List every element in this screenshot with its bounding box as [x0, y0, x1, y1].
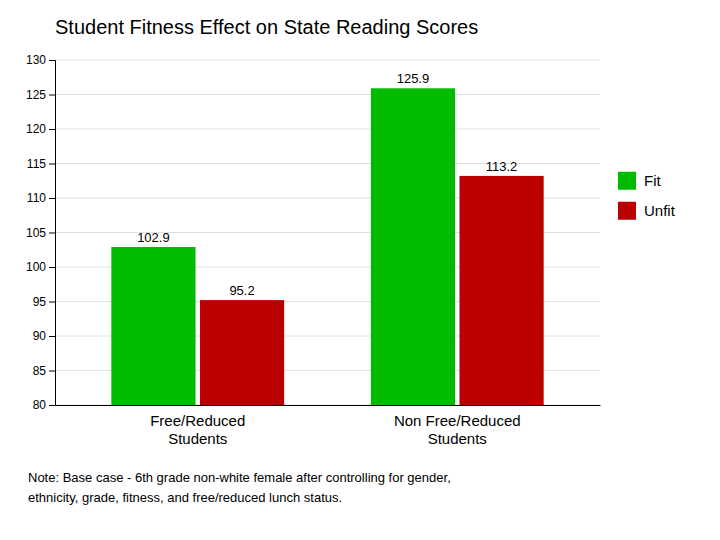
y-tick-label: 85 — [33, 364, 47, 378]
grid-line — [55, 94, 600, 95]
x-tick-label: Free/ReducedStudents — [150, 412, 245, 447]
plot: 80 85 90 95 100 105 110 115 120 125 130 Free/Reduce… — [26, 53, 601, 540]
grid-line — [55, 60, 600, 61]
y-tick-label: 115 — [27, 157, 46, 171]
bar — [200, 300, 284, 405]
y-tick-mark — [49, 95, 55, 96]
bar — [371, 88, 455, 405]
y-tick-mark — [49, 405, 55, 406]
x-axis: Free/ReducedStudents Non Free/ReducedStud… — [56, 406, 601, 447]
data-label: 125.9 — [397, 71, 430, 86]
bars — [111, 88, 543, 405]
y-tick-label: 105 — [26, 226, 46, 240]
y-tick: 90 — [33, 329, 55, 343]
y-tick-mark — [49, 233, 55, 234]
data-label: 102.9 — [137, 230, 170, 245]
legend-item: Unfit — [618, 202, 676, 220]
x-axis-line — [56, 405, 601, 406]
y-tick: 85 — [33, 364, 55, 378]
data-label: 95.2 — [229, 283, 254, 298]
y-tick: 80 — [33, 398, 55, 412]
y-tick-mark — [49, 267, 55, 268]
note-text: ethnicity, grade, fitness, and free/redu… — [28, 490, 342, 505]
y-tick-label: 90 — [33, 329, 47, 343]
y-tick-mark — [49, 302, 55, 303]
y-tick: 100 — [26, 260, 55, 274]
grid-line — [55, 163, 600, 164]
y-tick: 110 — [27, 191, 55, 205]
legend: Fit Unfit — [618, 172, 676, 220]
x-tick-label: Non Free/ReducedStudents — [394, 412, 521, 447]
y-tick-mark — [49, 336, 55, 337]
y-tick: 105 — [26, 226, 55, 240]
y-axis: 80 85 90 95 100 105 110 115 120 125 130 — [26, 53, 56, 412]
bar — [111, 247, 195, 405]
y-tick-mark — [49, 198, 55, 199]
note-text: Note: Base case - 6th grade non-white fe… — [28, 470, 451, 485]
grid-line — [55, 129, 600, 130]
y-tick-label: 100 — [26, 260, 46, 274]
legend-label: Fit — [644, 172, 661, 189]
title: Student Fitness Effect on State Reading … — [55, 16, 478, 38]
data-labels: 102.9 125.9 95.2 113.2 — [137, 71, 517, 298]
y-tick-label: 110 — [27, 191, 46, 205]
bar — [459, 176, 543, 405]
chart: 80 85 90 95 100 105 110 115 120 125 130 Free/Reduce… — [0, 0, 720, 540]
y-tick-label: 130 — [26, 53, 46, 67]
y-tick: 130 — [26, 53, 55, 67]
legend-swatch — [618, 202, 636, 220]
y-tick-mark — [49, 164, 55, 165]
note: Note: Base case - 6th grade non-white fe… — [28, 470, 451, 505]
y-tick: 115 — [27, 157, 55, 171]
legend-item: Fit — [618, 172, 661, 190]
y-tick: 125 — [26, 88, 55, 102]
x-tick: Non Free/ReducedStudents — [394, 412, 521, 447]
y-tick: 120 — [26, 122, 55, 136]
y-tick: 95 — [33, 295, 55, 309]
y-tick-mark — [49, 371, 55, 372]
x-tick: Free/ReducedStudents — [150, 412, 245, 447]
y-tick-mark — [49, 129, 55, 130]
legend-label: Unfit — [644, 202, 676, 219]
y-tick-mark — [49, 60, 55, 61]
y-axis-line — [49, 61, 56, 406]
y-tick-label: 120 — [26, 122, 46, 136]
y-tick-label: 125 — [26, 88, 46, 102]
data-label: 113.2 — [486, 159, 518, 174]
legend-swatch — [618, 172, 636, 190]
y-tick-label: 95 — [33, 295, 47, 309]
y-tick-label: 80 — [33, 398, 47, 412]
